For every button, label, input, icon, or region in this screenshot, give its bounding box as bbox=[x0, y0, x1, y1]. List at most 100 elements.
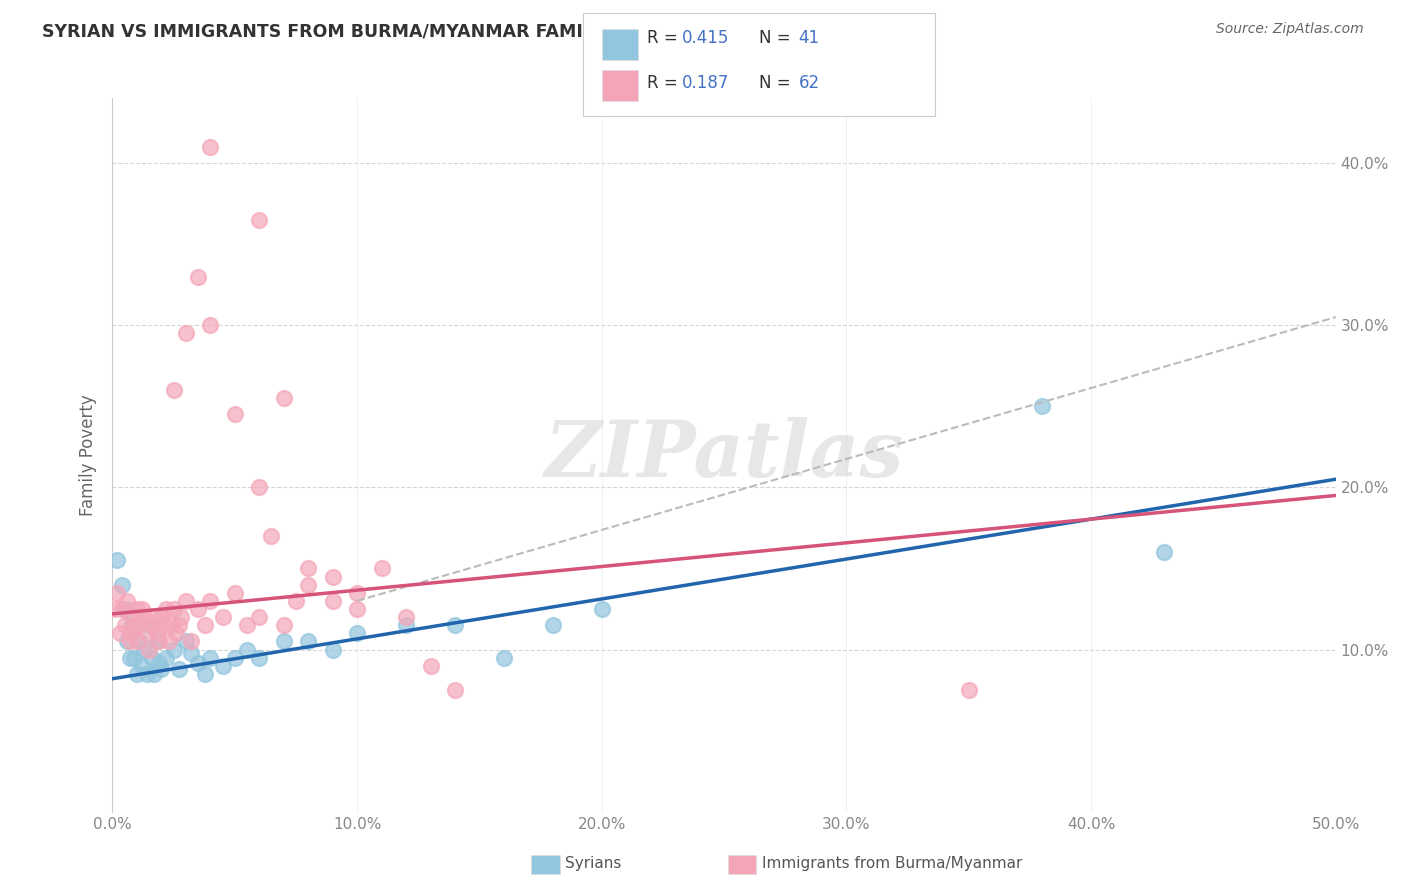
Point bbox=[200, 650, 222, 665]
Point bbox=[236, 642, 259, 657]
Point bbox=[346, 586, 368, 600]
Text: Immigrants from Burma/Myanmar: Immigrants from Burma/Myanmar bbox=[762, 856, 1022, 871]
Point bbox=[247, 610, 270, 624]
Point bbox=[273, 391, 295, 405]
Point bbox=[138, 618, 160, 632]
Text: 0.415: 0.415 bbox=[682, 29, 730, 46]
Point bbox=[121, 618, 143, 632]
Point bbox=[957, 683, 980, 698]
Point bbox=[105, 553, 128, 567]
Point bbox=[150, 610, 173, 624]
Point bbox=[111, 602, 134, 616]
Point bbox=[105, 586, 128, 600]
Point bbox=[148, 656, 170, 670]
Point bbox=[170, 610, 193, 624]
Point bbox=[135, 666, 157, 681]
Point bbox=[395, 618, 418, 632]
Point bbox=[165, 626, 187, 640]
Point bbox=[224, 586, 246, 600]
Point bbox=[150, 662, 173, 676]
Point bbox=[135, 626, 157, 640]
Point bbox=[160, 618, 183, 632]
Point bbox=[104, 602, 127, 616]
Point bbox=[134, 642, 156, 657]
Point bbox=[346, 626, 368, 640]
Text: SYRIAN VS IMMIGRANTS FROM BURMA/MYANMAR FAMILY POVERTY CORRELATION CHART: SYRIAN VS IMMIGRANTS FROM BURMA/MYANMAR … bbox=[42, 22, 914, 40]
Point bbox=[138, 642, 160, 657]
Text: Syrians: Syrians bbox=[565, 856, 621, 871]
Point bbox=[322, 642, 344, 657]
Point bbox=[247, 212, 270, 227]
Point bbox=[236, 618, 259, 632]
Point bbox=[211, 610, 233, 624]
Point bbox=[187, 269, 209, 284]
Point bbox=[155, 602, 177, 616]
Point bbox=[346, 602, 368, 616]
Text: R =: R = bbox=[647, 29, 683, 46]
Point bbox=[492, 650, 515, 665]
Text: N =: N = bbox=[759, 74, 796, 92]
Text: Source: ZipAtlas.com: Source: ZipAtlas.com bbox=[1216, 22, 1364, 37]
Point bbox=[200, 318, 222, 333]
Point bbox=[141, 618, 163, 632]
Point bbox=[141, 650, 163, 665]
Point bbox=[108, 626, 131, 640]
Point bbox=[444, 618, 467, 632]
Point bbox=[115, 634, 138, 648]
Point bbox=[125, 666, 148, 681]
Point bbox=[125, 602, 148, 616]
Point bbox=[115, 594, 138, 608]
Y-axis label: Family Poverty: Family Poverty bbox=[79, 394, 97, 516]
Point bbox=[118, 626, 141, 640]
Point bbox=[125, 634, 148, 648]
Point bbox=[128, 634, 150, 648]
Point bbox=[419, 658, 441, 673]
Point bbox=[118, 634, 141, 648]
Point bbox=[114, 618, 136, 632]
Point bbox=[157, 634, 180, 648]
Point bbox=[211, 658, 233, 673]
Point bbox=[194, 618, 217, 632]
Text: N =: N = bbox=[759, 29, 796, 46]
Point bbox=[167, 618, 190, 632]
Point bbox=[163, 383, 186, 397]
Point bbox=[131, 658, 153, 673]
Point bbox=[591, 602, 613, 616]
Point bbox=[148, 634, 170, 648]
Point bbox=[124, 650, 146, 665]
Point bbox=[145, 626, 167, 640]
Point bbox=[111, 577, 134, 591]
Point bbox=[167, 662, 190, 676]
Point bbox=[224, 408, 246, 422]
Point bbox=[224, 650, 246, 665]
Point bbox=[163, 602, 186, 616]
Point bbox=[180, 646, 202, 660]
Text: ZIPatlas: ZIPatlas bbox=[544, 417, 904, 493]
Point bbox=[322, 594, 344, 608]
Point bbox=[131, 602, 153, 616]
Point bbox=[444, 683, 467, 698]
Point bbox=[155, 650, 177, 665]
Point bbox=[284, 594, 308, 608]
Point bbox=[273, 618, 295, 632]
Point bbox=[273, 634, 295, 648]
Point bbox=[128, 618, 150, 632]
Point bbox=[1031, 399, 1053, 413]
Point bbox=[114, 602, 136, 616]
Point bbox=[395, 610, 418, 624]
Point bbox=[121, 610, 143, 624]
Point bbox=[174, 326, 197, 341]
Point bbox=[1153, 545, 1175, 559]
Point bbox=[134, 610, 156, 624]
Point bbox=[118, 650, 141, 665]
Point bbox=[247, 650, 270, 665]
Point bbox=[153, 618, 176, 632]
Text: R =: R = bbox=[647, 74, 683, 92]
Point bbox=[260, 529, 283, 543]
Point bbox=[200, 594, 222, 608]
Point bbox=[322, 569, 344, 583]
Point bbox=[143, 666, 166, 681]
Point bbox=[541, 618, 564, 632]
Point bbox=[180, 634, 202, 648]
Text: 0.187: 0.187 bbox=[682, 74, 730, 92]
